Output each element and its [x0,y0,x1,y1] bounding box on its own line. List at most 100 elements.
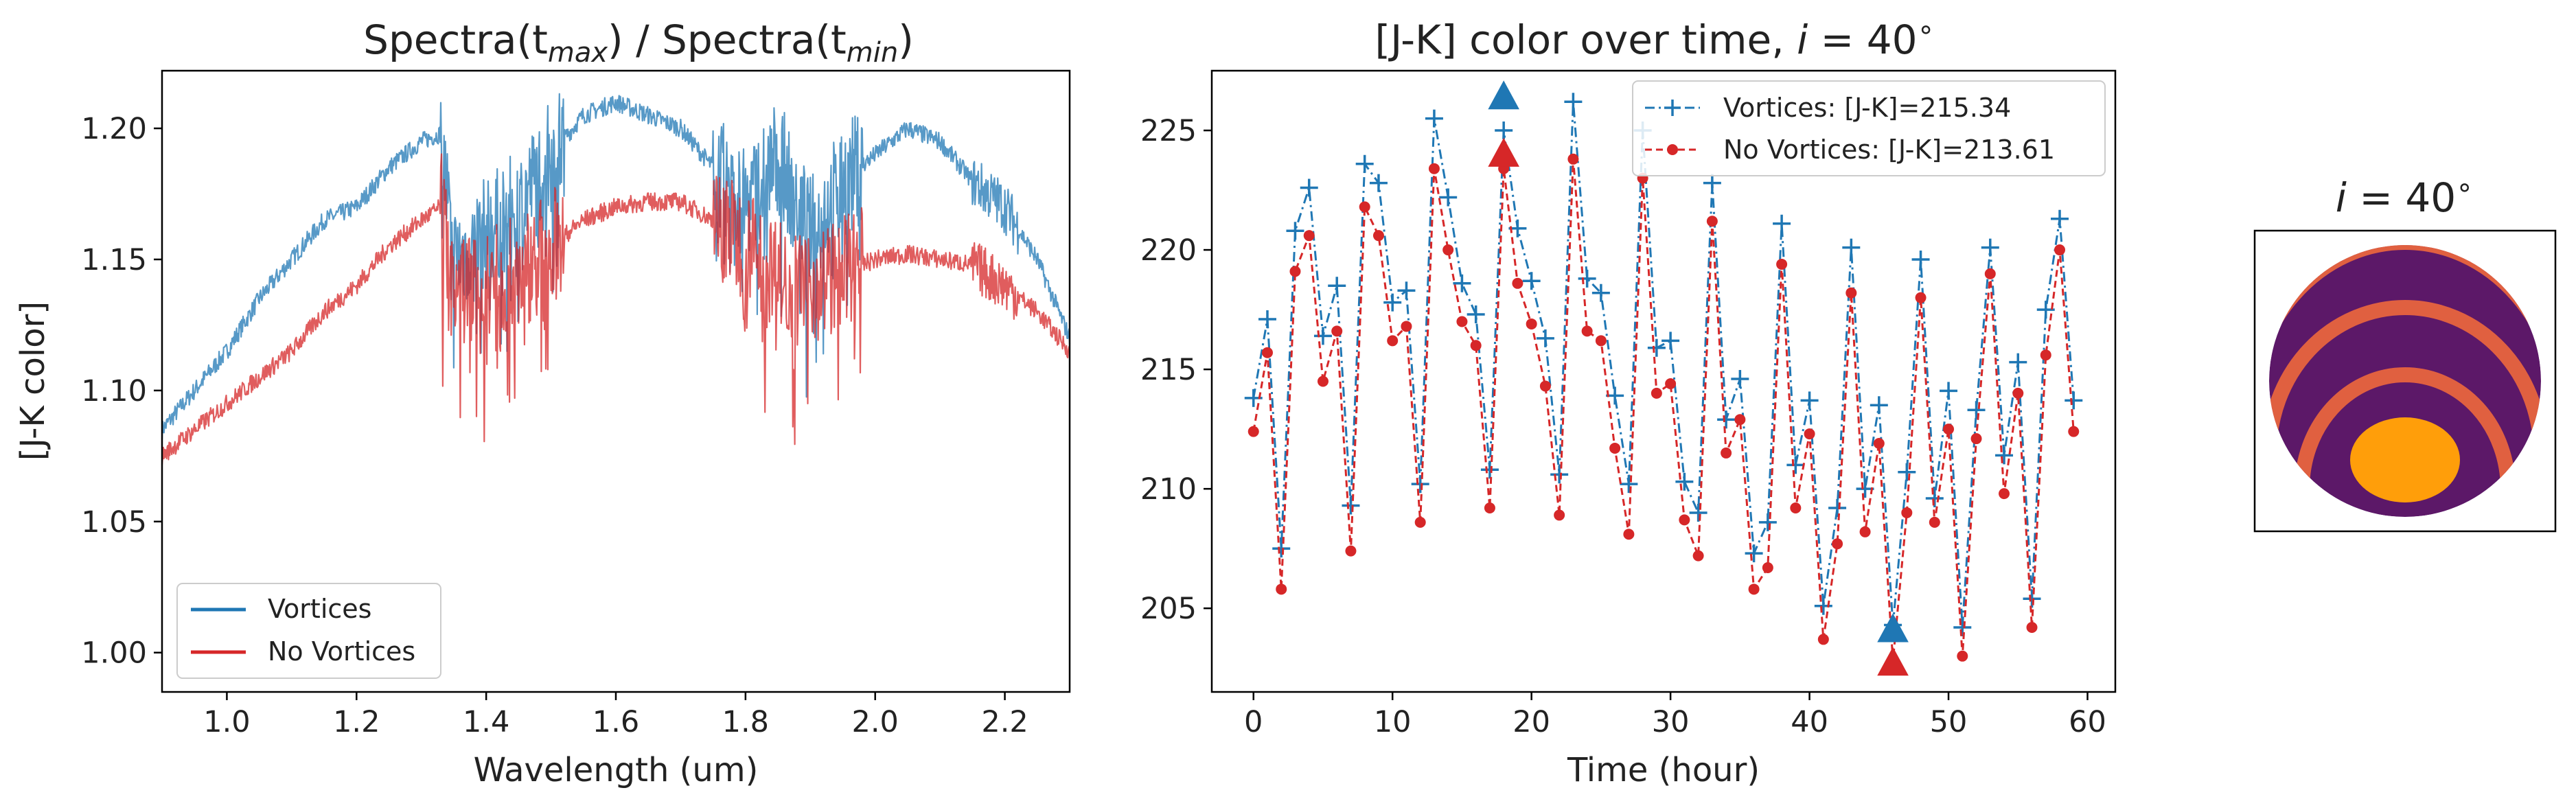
chart2-point-vortices [1842,238,1861,257]
chart1-data-layer [161,93,1071,465]
chart2-point-no-vortices [1442,244,1454,256]
chart2-legend-label-vortices: Vortices: [J-K]=215.34 [1723,93,2011,123]
chart2-point-vortices [1717,410,1736,429]
chart2-point-no-vortices [1804,428,1815,440]
chart1-title: Spectra(tmax) / Spectra(tmin) [363,16,914,69]
chart2-point-vortices [1467,305,1485,324]
chart1-x-tick-label: 1.0 [203,705,250,739]
planet-vortex-spot [2350,417,2460,502]
chart2-point-no-vortices [1845,287,1857,299]
chart2-point-no-vortices [1512,277,1523,289]
chart2-point-no-vortices [1679,514,1690,526]
chart1-legend-label-vortices: Vortices [268,594,371,624]
chart2-point-vortices [1773,214,1791,233]
chart2-point-vortices [2009,353,2027,371]
chart2-point-no-vortices [1943,424,1955,435]
chart2-point-vortices [1953,618,1972,637]
chart2-point-no-vortices [1999,488,2010,500]
chart2-y-tick-label: 205 [1140,592,1197,626]
chart1-y-tick-label: 1.15 [81,243,147,277]
chart2-point-no-vortices [1387,335,1399,347]
chart2-point-no-vortices [1984,268,1996,279]
chart2-point-no-vortices [1303,230,1315,242]
chart2-point-no-vortices [1554,509,1565,521]
chart2-point-no-vortices [1581,325,1593,337]
chart2-point-no-vortices [1526,318,1537,329]
chart2-y-tick-label: 210 [1140,472,1197,507]
chart2-x-tick-label: 50 [1930,705,1968,739]
chart2-point-no-vortices [1261,347,1273,358]
chart2-point-no-vortices [1721,447,1732,459]
planet-title: i = 40∘ [2336,172,2473,221]
chart2-point-vortices [1313,327,1332,345]
chart2-point-no-vortices [1289,266,1301,277]
chart2-extremum-marker-no-vortices [1488,137,1519,167]
chart2-point-vortices [2036,301,2055,319]
chart2-point-no-vortices [2054,244,2066,256]
chart2-point-vortices [1300,178,1318,197]
chart2-point-vortices [1272,540,1291,558]
chart1-y-tick-label: 1.10 [81,374,147,408]
chart1-y-axis-label: [J-K color] [14,301,52,461]
chart2-point-no-vortices [2068,426,2080,437]
chart2-x-axis: 0 10 20 30 40 50 60 [1244,692,2106,739]
chart2-point-vortices [2065,391,2083,410]
chart2-point-no-vortices [1401,321,1412,332]
chart2-point-vortices [1745,544,1763,563]
chart2-legend-label-no-vortices: No Vortices: [J-K]=213.61 [1723,135,2055,165]
chart2-y-axis: 205 210 215 220 225 [1140,114,1212,626]
chart2-point-no-vortices [1331,325,1343,337]
chart2-legend-box [1632,80,2106,176]
chart1-y-tick-label: 1.20 [81,112,147,146]
chart2-point-vortices [2023,590,2041,608]
chart2-point-no-vortices [1734,414,1746,426]
chart2-point-vortices [1661,332,1680,350]
chart2-point-no-vortices [1901,507,1913,518]
chart2-point-no-vortices [1970,433,1982,445]
chart2-point-no-vortices [1359,201,1370,213]
chart2-point-no-vortices [1651,387,1662,399]
chart2-x-tick-label: 60 [2069,705,2106,739]
chart2-extremum-marker-vortices [1488,80,1519,110]
chart2-point-no-vortices [1623,529,1635,540]
chart2-point-vortices [1522,272,1541,290]
chart2-point-vortices [1647,338,1666,357]
chart2-point-no-vortices [1929,516,1940,528]
chart2-point-no-vortices [1748,583,1760,595]
chart1-y-tick-label: 1.05 [81,505,147,540]
chart2-series-line-vortices [1252,102,2075,628]
chart2-point-vortices [1689,503,1707,522]
chart2-point-vortices [1828,498,1847,517]
chart2-x-tick-label: 10 [1374,705,1412,739]
chart2-point-no-vortices [1456,316,1468,327]
chart2-legend: Vortices: [J-K]=215.34 No Vortices: [J-K… [1632,80,2106,176]
chart2-point-vortices [1495,121,1513,140]
chart2-point-vortices [1940,382,1958,400]
color-over-time-chart: [J-K] color over time, i = 40∘ 0 10 20 30 40… [1140,14,2117,789]
chart2-point-no-vortices [1567,153,1579,165]
chart2-point-vortices [1578,269,1596,288]
chart2-point-vortices [1397,281,1416,300]
chart2-x-tick-label: 30 [1652,705,1690,739]
chart1-x-tick-label: 2.2 [981,705,1028,739]
chart2-point-vortices [1425,109,1443,128]
chart1-x-tick-label: 1.2 [333,705,380,739]
chart2-point-vortices [1620,475,1638,494]
chart2-point-vortices [1898,463,1916,481]
chart2-point-no-vortices [1692,550,1704,562]
chart2-point-no-vortices [1539,380,1551,392]
chart2-y-tick-label: 215 [1140,353,1197,387]
chart2-point-vortices [1286,222,1304,240]
chart2-point-no-vortices [1414,516,1426,528]
chart1-x-axis-label: Wavelength (um) [474,751,759,789]
chart2-point-no-vortices [1776,258,1788,270]
chart2-point-no-vortices [1345,545,1357,557]
chart2-point-vortices [1439,188,1458,207]
chart2-point-no-vortices [2012,387,2024,399]
chart2-point-no-vortices [1832,538,1843,550]
chart2-point-vortices [1967,401,1986,419]
chart2-point-no-vortices [1428,163,1440,174]
chart2-point-vortices [1355,154,1374,173]
chart2-point-vortices [1995,446,2014,465]
